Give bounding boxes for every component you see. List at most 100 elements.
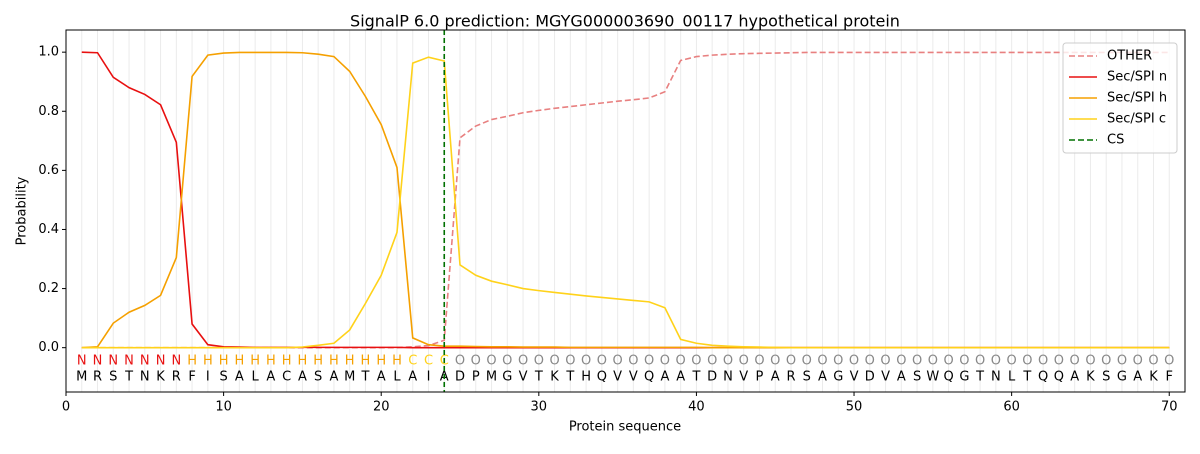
prediction-label: O bbox=[896, 354, 906, 369]
residue-label: M bbox=[486, 370, 497, 385]
residue-label: V bbox=[881, 370, 890, 385]
prediction-label: O bbox=[581, 354, 591, 369]
residue-label: P bbox=[756, 370, 764, 385]
prediction-label: O bbox=[534, 354, 544, 369]
prediction-label: O bbox=[613, 354, 623, 369]
residue-label: S bbox=[314, 370, 322, 385]
residue-label: W bbox=[926, 370, 939, 385]
y-axis-label: Probability bbox=[15, 176, 30, 245]
residue-label: A bbox=[676, 370, 685, 385]
prediction-label: N bbox=[124, 354, 134, 369]
residue-label: F bbox=[1165, 370, 1172, 385]
prediction-label: H bbox=[266, 354, 276, 369]
prediction-label: O bbox=[691, 354, 701, 369]
residue-label: S bbox=[1102, 370, 1110, 385]
residue-label: R bbox=[172, 370, 181, 385]
series-line bbox=[81, 51, 1170, 349]
residue-label: M bbox=[344, 370, 355, 385]
series-line bbox=[81, 56, 1170, 349]
residue-label: V bbox=[629, 370, 638, 385]
residue-label: A bbox=[771, 370, 780, 385]
prediction-label: C bbox=[424, 354, 433, 369]
residue-label: T bbox=[1022, 370, 1031, 385]
residue-label: S bbox=[109, 370, 117, 385]
legend-label: Sec/SPI h bbox=[1107, 91, 1167, 106]
residue-label: G bbox=[833, 370, 843, 385]
prediction-label: O bbox=[849, 354, 859, 369]
residue-label: D bbox=[455, 370, 465, 385]
y-tick-label: 0.0 bbox=[38, 340, 59, 355]
prediction-label: H bbox=[250, 354, 260, 369]
x-tick-label: 20 bbox=[373, 400, 390, 415]
y-tick-label: 0.2 bbox=[38, 281, 59, 296]
prediction-label: O bbox=[1117, 354, 1127, 369]
residue-label: A bbox=[897, 370, 906, 385]
prediction-label: O bbox=[739, 354, 749, 369]
x-tick-label: 50 bbox=[846, 400, 863, 415]
x-tick-label: 30 bbox=[531, 400, 548, 415]
x-tick-label: 10 bbox=[215, 400, 232, 415]
prediction-label: H bbox=[282, 354, 292, 369]
prediction-label: O bbox=[1133, 354, 1143, 369]
residue-label: Q bbox=[644, 370, 654, 385]
prediction-label: O bbox=[486, 354, 496, 369]
x-tick-label: 70 bbox=[1161, 400, 1178, 415]
residue-label: K bbox=[550, 370, 559, 385]
prediction-label: O bbox=[707, 354, 717, 369]
prediction-label: H bbox=[392, 354, 402, 369]
prediction-label: O bbox=[928, 354, 938, 369]
prediction-label: O bbox=[1054, 354, 1064, 369]
residue-label: F bbox=[188, 370, 195, 385]
residue-label: N bbox=[140, 370, 150, 385]
prediction-label: O bbox=[817, 354, 827, 369]
chart-title: SignalP 6.0 prediction: MGYG000003690_00… bbox=[350, 12, 900, 32]
prediction-label: O bbox=[1148, 354, 1158, 369]
residue-label: A bbox=[818, 370, 827, 385]
prediction-label: O bbox=[644, 354, 654, 369]
prediction-label: O bbox=[754, 354, 764, 369]
prediction-label: H bbox=[345, 354, 355, 369]
legend-box bbox=[1062, 42, 1178, 154]
prediction-label: O bbox=[628, 354, 638, 369]
prediction-label: N bbox=[77, 354, 87, 369]
y-tick-label: 0.8 bbox=[38, 104, 59, 119]
residue-label: P bbox=[472, 370, 480, 385]
x-axis-label: Protein sequence bbox=[569, 420, 681, 435]
plot-frame bbox=[65, 29, 1186, 393]
residue-label: A bbox=[660, 370, 669, 385]
residue-label: I bbox=[206, 370, 210, 385]
prediction-label: O bbox=[565, 354, 575, 369]
prediction-label: H bbox=[313, 354, 323, 369]
residue-label: L bbox=[393, 370, 401, 385]
residue-label: A bbox=[298, 370, 307, 385]
residue-label: L bbox=[252, 370, 260, 385]
residue-label: D bbox=[865, 370, 875, 385]
residue-label: V bbox=[613, 370, 622, 385]
prediction-label: O bbox=[549, 354, 559, 369]
residue-label: V bbox=[739, 370, 748, 385]
x-tick-label: 0 bbox=[62, 400, 70, 415]
prediction-label: O bbox=[1070, 354, 1080, 369]
prediction-label: H bbox=[329, 354, 339, 369]
residue-label: K bbox=[156, 370, 165, 385]
x-tick-label: 40 bbox=[688, 400, 705, 415]
prediction-label: O bbox=[1101, 354, 1111, 369]
residue-label: G bbox=[1117, 370, 1127, 385]
residue-label: T bbox=[975, 370, 984, 385]
legend-label: Sec/SPI n bbox=[1107, 70, 1167, 85]
residue-label: S bbox=[219, 370, 227, 385]
residue-label: T bbox=[534, 370, 543, 385]
prediction-label: O bbox=[833, 354, 843, 369]
prediction-label: O bbox=[1164, 354, 1174, 369]
prediction-label: O bbox=[1022, 354, 1032, 369]
prediction-label: N bbox=[140, 354, 150, 369]
prediction-label: O bbox=[912, 354, 922, 369]
residue-label: S bbox=[803, 370, 811, 385]
residue-label: Q bbox=[1054, 370, 1064, 385]
prediction-label: O bbox=[943, 354, 953, 369]
prediction-label: O bbox=[991, 354, 1001, 369]
prediction-label: O bbox=[865, 354, 875, 369]
prediction-label: H bbox=[298, 354, 308, 369]
prediction-label: O bbox=[455, 354, 465, 369]
